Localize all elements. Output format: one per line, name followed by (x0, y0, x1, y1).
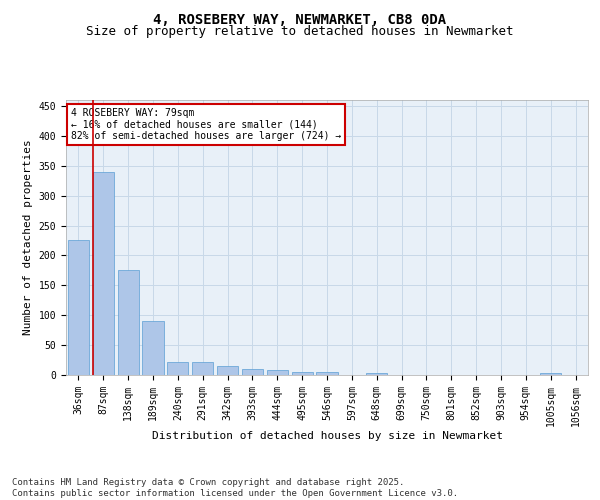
Bar (292, 372, 313, 375)
Bar (217, 366, 238, 375)
Bar (167, 362, 188, 375)
Text: Contains HM Land Registry data © Crown copyright and database right 2025.
Contai: Contains HM Land Registry data © Crown c… (12, 478, 458, 498)
X-axis label: Distribution of detached houses by size in Newmarket: Distribution of detached houses by size … (151, 432, 503, 442)
Bar (192, 362, 213, 375)
Bar (540, 373, 561, 375)
Bar (142, 321, 164, 375)
Bar (68, 240, 89, 375)
Bar (366, 372, 387, 375)
Bar (267, 370, 288, 375)
Bar (316, 372, 338, 375)
Text: 4 ROSEBERY WAY: 79sqm
← 16% of detached houses are smaller (144)
82% of semi-det: 4 ROSEBERY WAY: 79sqm ← 16% of detached … (71, 108, 341, 142)
Bar (93, 172, 114, 375)
Y-axis label: Number of detached properties: Number of detached properties (23, 140, 33, 336)
Text: 4, ROSEBERY WAY, NEWMARKET, CB8 0DA: 4, ROSEBERY WAY, NEWMARKET, CB8 0DA (154, 12, 446, 26)
Bar (242, 369, 263, 375)
Bar (118, 270, 139, 375)
Text: Size of property relative to detached houses in Newmarket: Size of property relative to detached ho… (86, 25, 514, 38)
